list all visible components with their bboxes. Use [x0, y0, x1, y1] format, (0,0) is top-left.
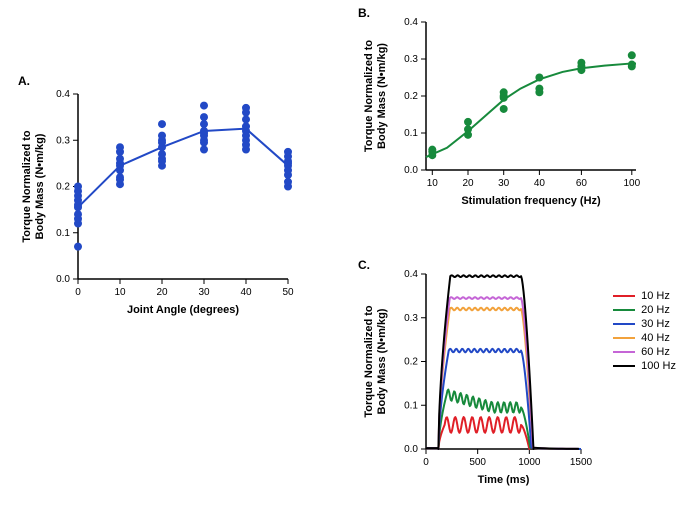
panel-c-label: C.: [358, 258, 370, 272]
svg-text:Time (ms): Time (ms): [478, 474, 530, 486]
svg-text:0.2: 0.2: [404, 357, 418, 368]
svg-text:0.1: 0.1: [404, 128, 418, 139]
svg-text:0.0: 0.0: [404, 444, 418, 455]
svg-text:0.3: 0.3: [404, 54, 418, 65]
panel-b-chart: 0.0 0.1 0.2 0.3 0.4 10 20 30 40 60 100 Stimulation …: [360, 8, 660, 218]
legend-label: 40 Hz: [641, 332, 670, 344]
svg-text:40: 40: [534, 178, 546, 189]
legend-swatch: [613, 337, 635, 339]
legend-swatch: [613, 365, 635, 367]
svg-text:0.1: 0.1: [56, 228, 70, 239]
panel-c: C. 0.0 0.1 0.2 0.3 0.4 0 500 1000 1500 Time (ms) T…: [360, 260, 680, 500]
panel-a: A. 0.00.10.20.30.401020304050Joint Angle…: [20, 80, 310, 330]
svg-text:60: 60: [576, 178, 588, 189]
legend-label: 10 Hz: [641, 290, 670, 302]
svg-text:0.4: 0.4: [404, 269, 418, 280]
legend-label: 20 Hz: [641, 304, 670, 316]
svg-text:40: 40: [240, 287, 252, 298]
legend-item: 100 Hz: [613, 360, 676, 372]
legend-swatch: [613, 351, 635, 353]
legend-item: 40 Hz: [613, 332, 676, 344]
legend-swatch: [613, 295, 635, 297]
panel-c-legend: 10 Hz 20 Hz 30 Hz 40 Hz 60 Hz 100 Hz: [613, 290, 676, 374]
figure-root: { "panelA": { "label": "A.", "type": "sc…: [0, 0, 693, 508]
svg-text:Torque Normalized toBody Mass: Torque Normalized toBody Mass (N•m/kg): [363, 305, 388, 418]
svg-text:10: 10: [114, 287, 126, 298]
panel-c-chart: 0.0 0.1 0.2 0.3 0.4 0 500 1000 1500 Time (ms) Torq…: [360, 260, 595, 500]
legend-swatch: [613, 309, 635, 311]
svg-text:100: 100: [623, 178, 640, 189]
svg-text:50: 50: [282, 287, 294, 298]
legend-item: 20 Hz: [613, 304, 676, 316]
svg-text:30: 30: [498, 178, 510, 189]
legend-item: 60 Hz: [613, 346, 676, 358]
svg-text:0: 0: [423, 457, 429, 468]
svg-text:10: 10: [427, 178, 439, 189]
legend-swatch: [613, 323, 635, 325]
legend-item: 10 Hz: [613, 290, 676, 302]
legend-item: 30 Hz: [613, 318, 676, 330]
panel-a-label: A.: [18, 74, 30, 88]
legend-label: 100 Hz: [641, 360, 676, 372]
svg-text:30: 30: [198, 287, 210, 298]
panel-b-label: B.: [358, 6, 370, 20]
legend-label: 30 Hz: [641, 318, 670, 330]
svg-text:1500: 1500: [570, 457, 593, 468]
svg-text:0.3: 0.3: [56, 135, 70, 146]
svg-text:0.3: 0.3: [404, 313, 418, 324]
svg-text:Torque Normalized toBody Mass: Torque Normalized toBody Mass (N•m/kg): [21, 130, 46, 243]
svg-text:0.4: 0.4: [56, 89, 70, 100]
panel-a-chart: 0.0 0.1 0.2 0.3 0.4 0 10 20 30 40 50 Joint Angle (d…: [20, 80, 310, 330]
svg-text:0.2: 0.2: [56, 182, 70, 193]
panel-b: B. 0.0 0.1 0.2 0.3 0.4 10 20 30 40 60 100 Stimulati…: [360, 8, 660, 218]
svg-text:0.2: 0.2: [404, 91, 418, 102]
svg-text:1000: 1000: [518, 457, 541, 468]
svg-text:0.1: 0.1: [404, 400, 418, 411]
svg-text:20: 20: [156, 287, 168, 298]
svg-text:500: 500: [469, 457, 486, 468]
svg-text:20: 20: [462, 178, 474, 189]
legend-label: 60 Hz: [641, 346, 670, 358]
svg-text:0.4: 0.4: [404, 17, 418, 28]
svg-text:0.0: 0.0: [404, 165, 418, 176]
svg-text:Torque Normalized toBody Mass: Torque Normalized toBody Mass (N•m/kg): [363, 40, 388, 153]
svg-text:0.0: 0.0: [56, 274, 70, 285]
svg-text:Joint Angle (degrees): Joint Angle (degrees): [127, 304, 239, 316]
svg-text:0: 0: [75, 287, 81, 298]
svg-text:Stimulation frequency (Hz): Stimulation frequency (Hz): [461, 195, 601, 207]
